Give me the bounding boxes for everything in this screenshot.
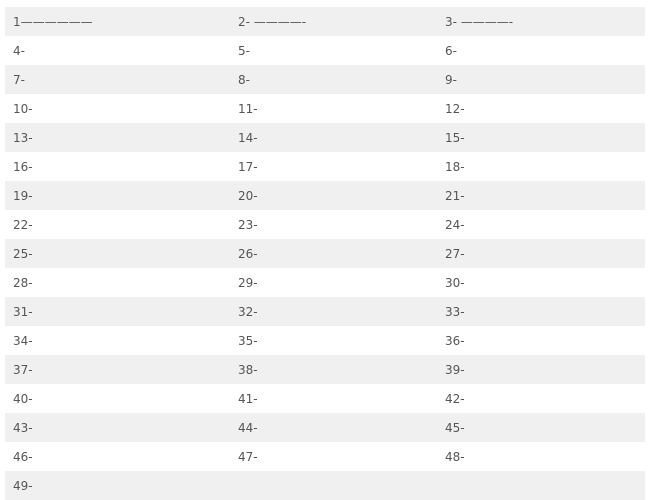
table-cell: 19- [13,188,33,203]
table-row: 16- 17- 18- [5,152,645,181]
table-cell: 12- [445,101,465,116]
table-cell: 37- [13,362,33,377]
table-cell: 24- [445,217,465,232]
table-cell: 41- [238,391,258,406]
table-cell: 31- [13,304,33,319]
table-row: 13- 14- 15- [5,123,645,152]
table-cell: 8- [238,72,250,87]
table-cell: 13- [13,130,33,145]
table-cell: 3- ————- [445,14,514,29]
table-cell: 42- [445,391,465,406]
table-cell: 17- [238,159,258,174]
table-cell: 35- [238,333,258,348]
table-cell: 18- [445,159,465,174]
table-row: 7- 8- 9- [5,65,645,94]
table-row: 25- 26- 27- [5,239,645,268]
numbered-table: 1—————— 2- ————- 3- ————- 4- 5- 6- 7- 8- 9- 10- 11… [5,7,645,500]
table-cell: 9- [445,72,457,87]
table-row: 28- 29- 30- [5,268,645,297]
table-cell: 45- [445,420,465,435]
table-cell [230,471,437,500]
table-cell: 29- [238,275,258,290]
table-cell: 48- [445,449,465,464]
table-row: 4- 5- 6- [5,36,645,65]
table-cell: 20- [238,188,258,203]
table-cell: 38- [238,362,258,377]
table-cell: 14- [238,130,258,145]
table-cell: 44- [238,420,258,435]
table-cell: 21- [445,188,465,203]
table-row: 43- 44- 45- [5,413,645,442]
table-row: 46- 47- 48- [5,442,645,471]
table-row: 49- [5,471,645,500]
table-row: 37- 38- 39- [5,355,645,384]
table-cell: 43- [13,420,33,435]
table-row: 22- 23- 24- [5,210,645,239]
table-cell: 32- [238,304,258,319]
table-cell: 16- [13,159,33,174]
table-cell: 22- [13,217,33,232]
table-cell: 26- [238,246,258,261]
table-cell: 2- ————- [238,14,307,29]
table-row: 31- 32- 33- [5,297,645,326]
table-cell: 27- [445,246,465,261]
table-cell: 40- [13,391,33,406]
table-cell: 11- [238,101,258,116]
table-cell: 7- [13,72,25,87]
table-cell [437,471,645,500]
table-cell: 47- [238,449,258,464]
table-cell: 28- [13,275,33,290]
table-row: 1—————— 2- ————- 3- ————- [5,7,645,36]
table-cell: 23- [238,217,258,232]
table-cell: 34- [13,333,33,348]
table-cell: 46- [13,449,33,464]
table-cell: 49- [13,478,33,493]
table-cell: 25- [13,246,33,261]
table-cell: 33- [445,304,465,319]
table-row: 34- 35- 36- [5,326,645,355]
table-row: 40- 41- 42- [5,384,645,413]
table-cell: 30- [445,275,465,290]
table-cell: 1—————— [13,14,93,29]
table-cell: 39- [445,362,465,377]
table-row: 19- 20- 21- [5,181,645,210]
table-cell: 4- [13,43,25,58]
table-row: 10- 11- 12- [5,94,645,123]
table-cell: 15- [445,130,465,145]
table-cell: 6- [445,43,457,58]
table-cell: 36- [445,333,465,348]
table-cell: 10- [13,101,33,116]
table-cell: 5- [238,43,250,58]
